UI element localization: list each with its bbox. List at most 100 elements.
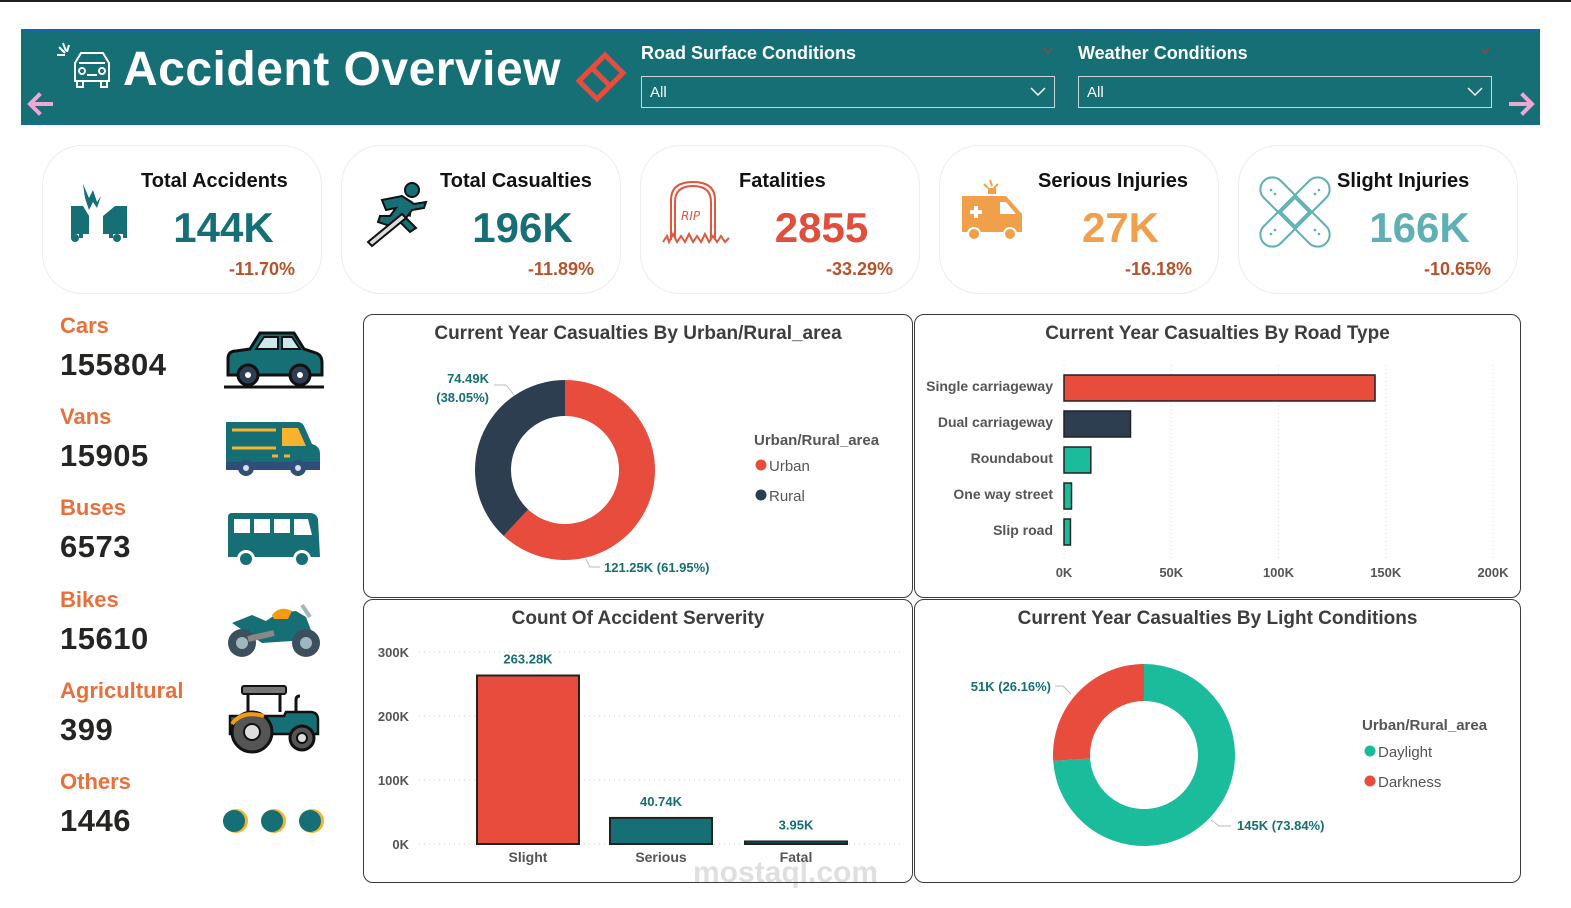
road-type-bar-chart: 0K 50K 100K 150K 200K Single carriageway Dual … <box>926 365 1509 580</box>
kpi-delta: -11.89% <box>527 259 594 279</box>
light-conditions-chart-panel: Current Year Casualties By Light Conditi… <box>914 599 1521 883</box>
y-category-label: Roundabout <box>971 450 1054 466</box>
kpi-value: 196K <box>472 204 573 251</box>
van-icon <box>226 422 320 476</box>
y-tick-label: 300K <box>378 645 410 660</box>
vehicle-value: 15905 <box>60 438 149 473</box>
kpi-card-total-casualties: Total Casualties 196K -11.89% <box>341 145 621 294</box>
car-icon <box>224 331 324 389</box>
kpi-value: 27K <box>1081 204 1160 251</box>
bar-one-way-street <box>1063 482 1073 510</box>
vehicle-label: Agricultural <box>60 678 184 703</box>
x-category-label: Fatal <box>780 849 813 865</box>
arrow-right-icon[interactable] <box>1507 89 1537 119</box>
vehicle-item-buses: Buses 6573 <box>60 495 330 585</box>
gravestone-icon: RIP <box>662 180 730 245</box>
chevron-down-icon[interactable] <box>1043 47 1053 55</box>
chart-title: Current Year Casualties By Urban/Rural_a… <box>434 323 842 344</box>
x-tick-label: 100K <box>1263 565 1295 580</box>
legend-item: Urban <box>769 458 810 475</box>
bar-single-carriageway <box>1063 374 1376 402</box>
kpi-delta: -11.70% <box>228 259 295 279</box>
dropdown-value: All <box>1087 83 1104 101</box>
x-tick-label: 150K <box>1370 565 1402 580</box>
window-top-border <box>0 0 1571 2</box>
severity-chart-panel: Count Of Accident Serverity 0K 100K 200K 30… <box>363 599 913 883</box>
legend-title: Urban/Rural_area <box>754 432 880 449</box>
legend-item: Darkness <box>1378 774 1441 791</box>
data-label-rural-pct: (38.05%) <box>436 390 489 405</box>
chart-title: Current Year Casualties By Light Conditi… <box>1017 608 1418 629</box>
vehicle-item-agricultural: Agricultural 399 <box>60 678 330 768</box>
y-category-label: Dual carriageway <box>938 414 1053 430</box>
road-surface-slicer: Road Surface Conditions All <box>641 43 1055 108</box>
legend-marker <box>1364 745 1376 757</box>
y-tick-label: 100K <box>378 773 410 788</box>
y-category-label: Single carriageway <box>926 378 1053 394</box>
car-crash-icon <box>57 42 110 88</box>
kpi-card-total-accidents: Total Accidents 144K -11.70% <box>42 145 322 294</box>
vehicle-value: 1446 <box>60 803 131 838</box>
urban-rural-chart-panel: Current Year Casualties By Urban/Rural_a… <box>363 314 913 598</box>
vehicle-label: Bikes <box>60 587 119 612</box>
vehicle-value: 399 <box>60 712 114 747</box>
road-type-chart-panel: Current Year Casualties By Road Type 0K 5… <box>914 314 1521 598</box>
header-bar: Accident Overview Road Surface Condition… <box>21 29 1540 125</box>
x-category-label: Slight <box>509 849 548 865</box>
weather-dropdown[interactable]: All <box>1078 76 1492 108</box>
road-surface-dropdown[interactable]: All <box>641 76 1055 108</box>
vehicle-value: 6573 <box>60 529 131 564</box>
page-title: Accident Overview <box>123 42 562 96</box>
kpi-label: Fatalities <box>739 170 826 192</box>
chart-title: Count Of Accident Serverity <box>511 608 765 629</box>
bar-slight <box>476 674 580 846</box>
vehicle-item-cars: Cars 155804 <box>60 313 330 403</box>
severity-bar-chart: 0K 100K 200K 300K 263.28K Slight 40.74K Serious… <box>378 645 904 865</box>
kpi-label: Serious Injuries <box>1038 170 1189 192</box>
tractor-icon <box>228 685 320 754</box>
vehicle-item-bikes: Bikes 15610 <box>60 587 330 677</box>
kpi-card-fatalities: RIP Fatalities 2855 -33.29% <box>640 145 920 294</box>
light-conditions-donut-chart: 51K (26.16%) 145K (73.84%) Urban/Rural_are… <box>971 664 1488 846</box>
kpi-value: 166K <box>1369 204 1470 251</box>
legend-marker <box>755 459 767 471</box>
vehicle-label: Others <box>60 769 131 794</box>
urban-rural-donut-chart: 74.49K (38.05%) 121.25K (61.95%) Urban/Rura… <box>436 371 880 575</box>
x-tick-label: 0K <box>1056 565 1073 580</box>
chevron-down-icon[interactable] <box>1480 47 1490 55</box>
chart-title: Current Year Casualties By Road Type <box>1045 323 1390 344</box>
donut-slice-daylight <box>1053 664 1235 846</box>
vehicle-item-others: Others 1446 <box>60 769 330 859</box>
weather-slicer: Weather Conditions All <box>1078 43 1492 108</box>
arrow-left-icon[interactable] <box>25 89 55 119</box>
dots-icon <box>223 809 324 833</box>
chevron-down-icon <box>1030 87 1046 97</box>
legend-title: Urban/Rural_area <box>1362 717 1488 734</box>
y-tick-label: 0K <box>392 837 409 852</box>
kpi-card-slight-injuries: Slight Injuries 166K -10.65% <box>1238 145 1518 294</box>
slicer-label: Road Surface Conditions <box>641 43 857 63</box>
leader-line <box>494 384 515 396</box>
legend-item: Daylight <box>1378 744 1433 761</box>
slicer-label: Weather Conditions <box>1078 43 1248 63</box>
y-category-label: One way street <box>953 486 1053 502</box>
leader-line <box>1055 685 1072 695</box>
legend-marker <box>755 489 767 501</box>
bar-serious <box>609 816 713 846</box>
data-label: 263.28K <box>503 652 553 667</box>
vehicle-label: Buses <box>60 495 127 520</box>
leader-line <box>1210 819 1231 827</box>
chevron-down-icon <box>1467 87 1483 97</box>
data-label-urban: 121.25K (61.95%) <box>604 560 710 575</box>
eraser-icon[interactable] <box>573 49 629 105</box>
data-label-daylight: 145K (73.84%) <box>1237 818 1324 833</box>
vehicle-item-vans: Vans 15905 <box>60 404 330 494</box>
svg-text:RIP: RIP <box>681 209 701 223</box>
dropdown-value: All <box>650 83 667 101</box>
vehicle-label: Cars <box>60 313 109 338</box>
injured-runner-icon <box>366 182 428 248</box>
motorbike-icon <box>228 603 320 657</box>
bandage-icon <box>1259 176 1331 248</box>
y-category-label: Slip road <box>993 522 1053 538</box>
vehicle-label: Vans <box>60 404 112 429</box>
